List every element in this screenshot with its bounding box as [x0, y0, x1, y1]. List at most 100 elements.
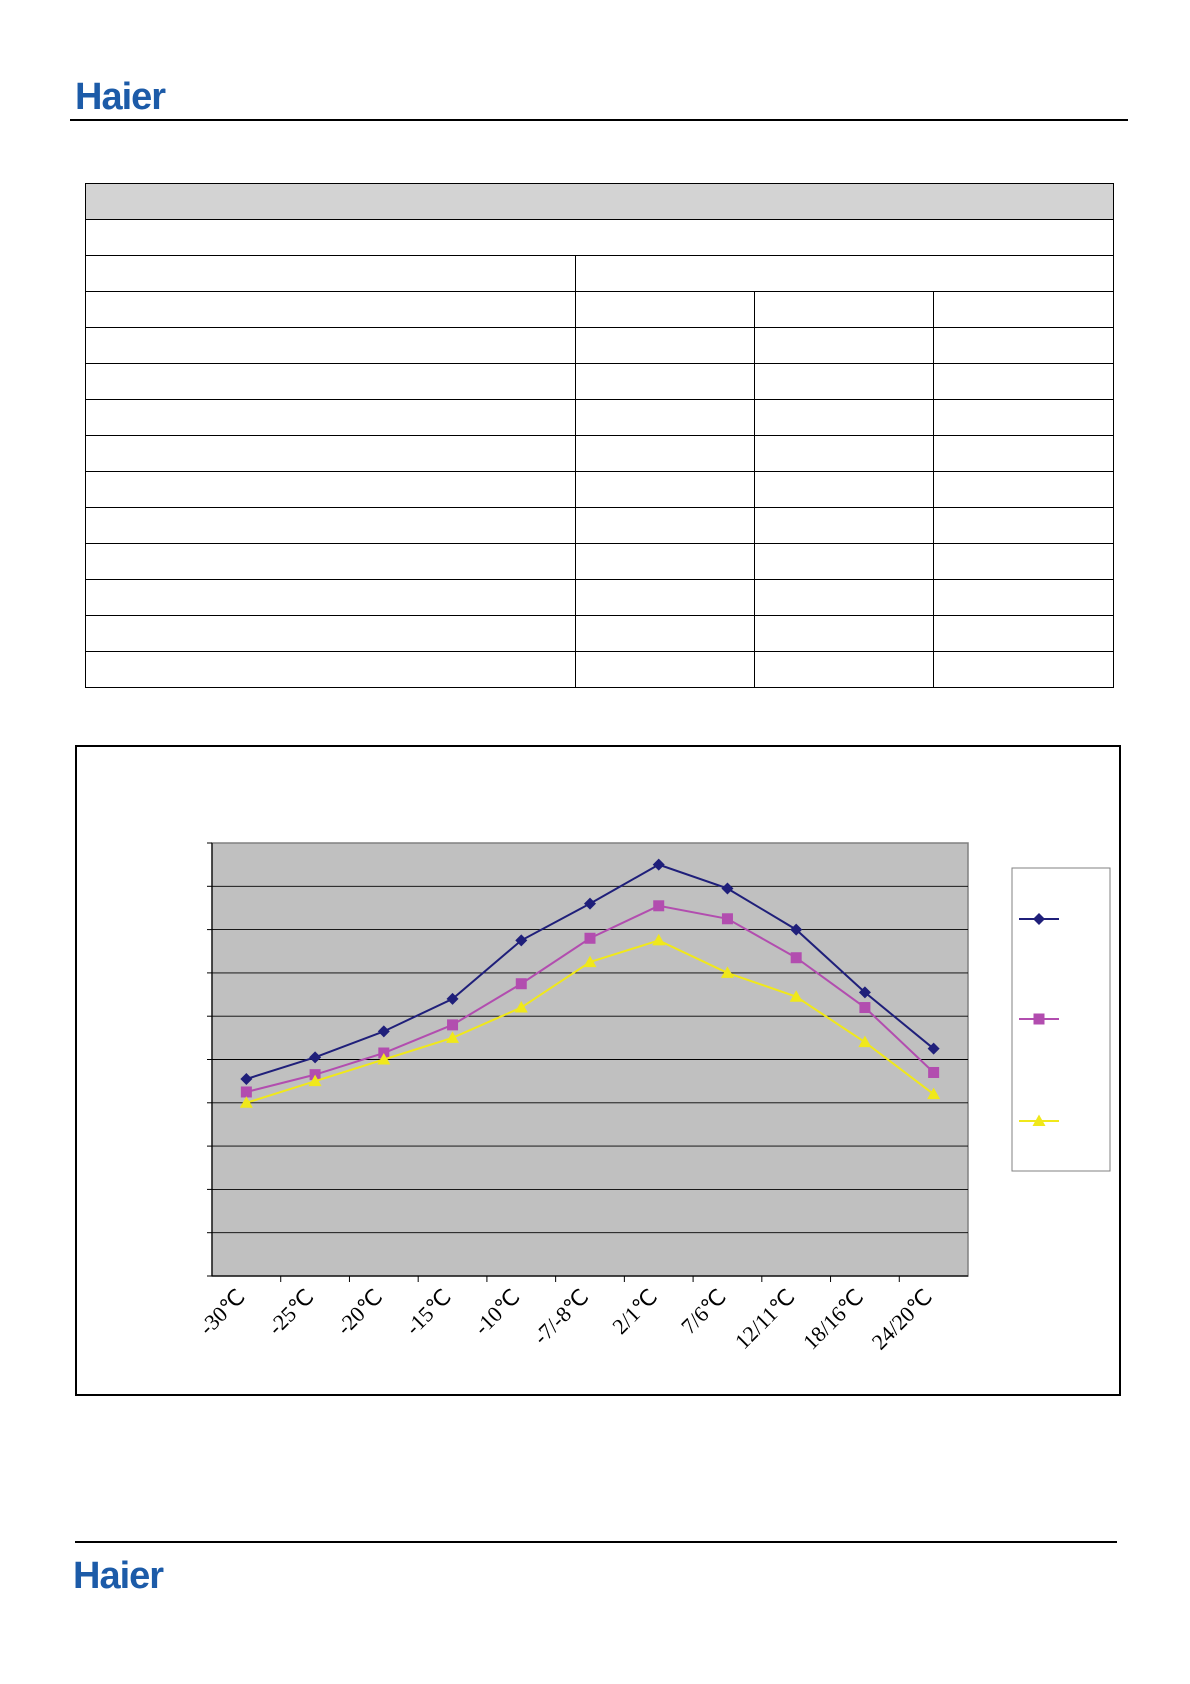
table-row	[85, 543, 1114, 580]
table-header-cell	[85, 183, 1114, 220]
table-cell	[933, 327, 1114, 364]
table-cell	[933, 543, 1114, 580]
table-cell	[85, 507, 576, 544]
data-point	[652, 858, 665, 871]
table-cell	[754, 399, 934, 436]
data-point	[377, 1025, 390, 1038]
table-cell	[754, 579, 934, 616]
x-tick-label: -10℃	[469, 1284, 525, 1340]
data-point	[858, 986, 871, 999]
spec-table-body	[85, 183, 1114, 688]
table-cell	[933, 651, 1114, 688]
header-rule	[70, 119, 1128, 121]
table-cell	[575, 507, 755, 544]
x-tick-label: 2/1℃	[607, 1284, 662, 1339]
table-row	[85, 327, 1114, 364]
table-cell	[933, 471, 1114, 508]
table-cell	[85, 579, 576, 616]
x-tick-label: 7/6℃	[676, 1284, 731, 1339]
legend-marker	[1033, 1013, 1045, 1025]
table-cell	[85, 291, 576, 328]
table-cell	[85, 471, 576, 508]
table-cell	[575, 363, 755, 400]
table-title-row	[85, 219, 1114, 256]
data-point	[377, 1053, 391, 1065]
data-point	[584, 897, 596, 910]
table-cell	[85, 615, 576, 652]
haier-logo-top: Haier	[75, 76, 166, 118]
table-cell	[575, 651, 755, 688]
data-point	[720, 966, 734, 978]
data-point	[240, 1086, 252, 1098]
x-tick-label: -7/-8℃	[528, 1284, 593, 1349]
table-row	[85, 507, 1114, 544]
data-point	[514, 1001, 528, 1013]
data-point	[927, 1087, 941, 1100]
table-group-value-cell	[575, 255, 1114, 292]
spec-table	[85, 183, 1114, 688]
table-cell	[933, 615, 1114, 652]
x-tick-label: 18/16℃	[798, 1284, 869, 1355]
data-point	[652, 933, 666, 946]
table-group-row	[85, 255, 1114, 292]
data-point	[239, 1096, 253, 1108]
x-tick-label: -20℃	[331, 1284, 387, 1340]
data-point	[515, 978, 527, 990]
data-point	[859, 1002, 871, 1014]
data-point	[309, 1051, 322, 1064]
table-cell	[754, 651, 934, 688]
table-cell	[575, 471, 755, 508]
table-cell	[754, 543, 934, 580]
table-cell	[575, 327, 755, 364]
data-point	[928, 1066, 940, 1078]
table-cell	[933, 363, 1114, 400]
table-cell	[85, 327, 576, 364]
table-header-row	[85, 183, 1114, 220]
table-row	[85, 363, 1114, 400]
table-group-label-cell	[85, 255, 576, 292]
table-row	[85, 291, 1114, 328]
table-cell	[933, 507, 1114, 544]
table-cell	[754, 327, 934, 364]
data-point	[721, 913, 733, 925]
data-point	[858, 1035, 872, 1048]
data-point	[308, 1074, 322, 1087]
x-tick-label: -15℃	[400, 1284, 456, 1340]
table-cell	[575, 615, 755, 652]
table-cell	[933, 399, 1114, 436]
table-cell	[85, 543, 576, 580]
data-point	[653, 900, 665, 912]
table-cell	[754, 615, 934, 652]
table-cell	[85, 435, 576, 472]
data-point	[446, 1031, 460, 1043]
table-cell	[754, 471, 934, 508]
table-cell	[575, 579, 755, 616]
table-row	[85, 435, 1114, 472]
table-row	[85, 579, 1114, 616]
x-tick-label: 12/11℃	[730, 1284, 800, 1354]
x-tick-label: -30℃	[194, 1284, 250, 1340]
table-cell	[575, 543, 755, 580]
table-title-cell	[85, 219, 1114, 256]
data-point	[790, 952, 802, 964]
table-row	[85, 471, 1114, 508]
table-cell	[85, 399, 576, 436]
table-cell	[85, 651, 576, 688]
table-cell	[754, 507, 934, 544]
data-point	[583, 955, 597, 968]
data-point	[447, 1019, 459, 1031]
haier-logo-bottom: Haier	[73, 1555, 164, 1597]
line-chart: -30℃ -25℃ -20℃ -15℃ -10℃ -7/-8℃ 2/1℃ 7/6℃12/11℃…	[194, 842, 1111, 1355]
table-cell	[575, 435, 755, 472]
x-tick-label: 24/20℃	[867, 1284, 938, 1355]
data-point	[790, 923, 803, 936]
data-point	[721, 882, 734, 895]
table-row	[85, 651, 1114, 688]
x-tick-label: -25℃	[263, 1284, 319, 1340]
table-cell	[754, 363, 934, 400]
table-cell	[754, 291, 934, 328]
footer-rule	[75, 1541, 1117, 1543]
table-row	[85, 615, 1114, 652]
data-point	[927, 1042, 940, 1055]
table-cell	[933, 435, 1114, 472]
